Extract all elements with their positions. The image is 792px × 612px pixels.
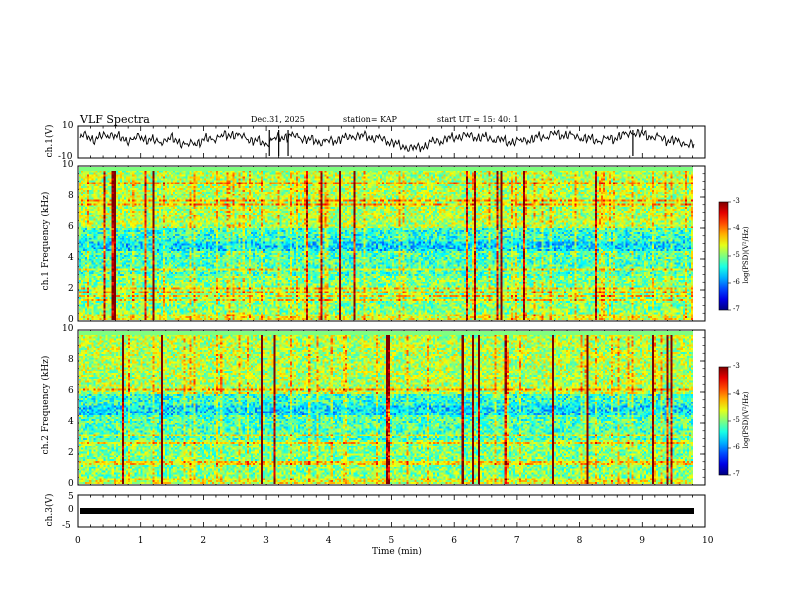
ch1-voltage-ylabel: ch.1(V) [45, 124, 55, 158]
colorbar [718, 201, 729, 311]
ch2-spec-ylabel: ch.2 Frequency (kHz) [41, 355, 51, 455]
y-tick-label: 0 [68, 479, 74, 489]
x-tick-label: 8 [576, 536, 583, 546]
y-tick-label: 6 [68, 222, 74, 232]
colorbar-tick-label: -5 [733, 416, 740, 424]
x-tick-label: 0 [75, 536, 81, 546]
x-tick-label: 3 [263, 536, 269, 546]
colorbar-tick-label: -3 [733, 197, 740, 205]
x-tick-label: 5 [388, 536, 395, 546]
ch2-spectrogram-image [79, 331, 693, 484]
colorbar-label: log(PSD)(V²/Hz) [742, 226, 750, 284]
ch1-spectrogram-image [79, 167, 693, 320]
date-label: Dec.31, 2025 [251, 115, 305, 124]
x-tick-label: 10 [702, 536, 714, 546]
colorbar [718, 366, 729, 476]
colorbar-tick-label: -6 [733, 443, 740, 451]
x-tick-label: 2 [200, 536, 207, 546]
y-tick-label: 4 [68, 253, 74, 263]
y-tick-label: 10 [62, 160, 74, 170]
y-tick-label: 5 [68, 492, 74, 502]
y-tick-label: 0 [68, 505, 74, 515]
colorbar-tick-label: -6 [733, 278, 740, 286]
ch1-spec-ylabel: ch.1 Frequency (kHz) [41, 191, 51, 291]
y-tick-label: 4 [68, 417, 74, 427]
x-tick-label: 7 [513, 536, 520, 546]
x-tick-label: 1 [137, 536, 144, 546]
chart-title: VLF Spectra [80, 113, 150, 126]
y-tick-label: -5 [62, 521, 71, 531]
y-tick-label: -10 [58, 152, 73, 162]
x-tick-label: 9 [639, 536, 646, 546]
colorbar-tick-label: -7 [733, 470, 740, 478]
y-tick-label: 2 [68, 284, 74, 294]
ch1-voltage-line [79, 128, 695, 153]
colorbar-tick-label: -4 [733, 224, 740, 232]
y-tick-label: 6 [68, 386, 74, 396]
x-tick-label: 4 [325, 536, 332, 546]
colorbar-tick-label: -7 [733, 305, 740, 313]
y-tick-label: 2 [68, 448, 74, 458]
colorbar-tick-label: -3 [733, 362, 740, 370]
ch3-voltage-line [80, 508, 694, 514]
y-tick-label: 10 [62, 324, 74, 334]
y-tick-label: 10 [62, 121, 74, 131]
colorbar-tick-label: -5 [733, 251, 740, 259]
y-tick-label: 8 [68, 191, 74, 201]
y-tick-label: 8 [68, 355, 74, 365]
y-tick-label: 0 [68, 315, 74, 325]
x-tick-label: 6 [451, 536, 457, 546]
colorbar-tick-label: -4 [733, 389, 740, 397]
x-axis-label: Time (min) [372, 547, 422, 557]
colorbar-label: log(PSD)(V²/Hz) [742, 391, 750, 449]
start-time-label: start UT = 15: 40: 1 [437, 115, 519, 124]
ch3-voltage-ylabel: ch.3(V) [45, 493, 55, 527]
station-label: station= KAP [343, 115, 397, 124]
